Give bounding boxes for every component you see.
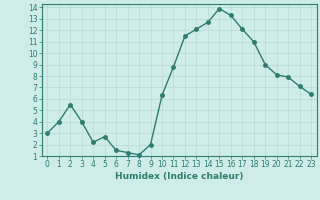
X-axis label: Humidex (Indice chaleur): Humidex (Indice chaleur) [115,172,244,181]
